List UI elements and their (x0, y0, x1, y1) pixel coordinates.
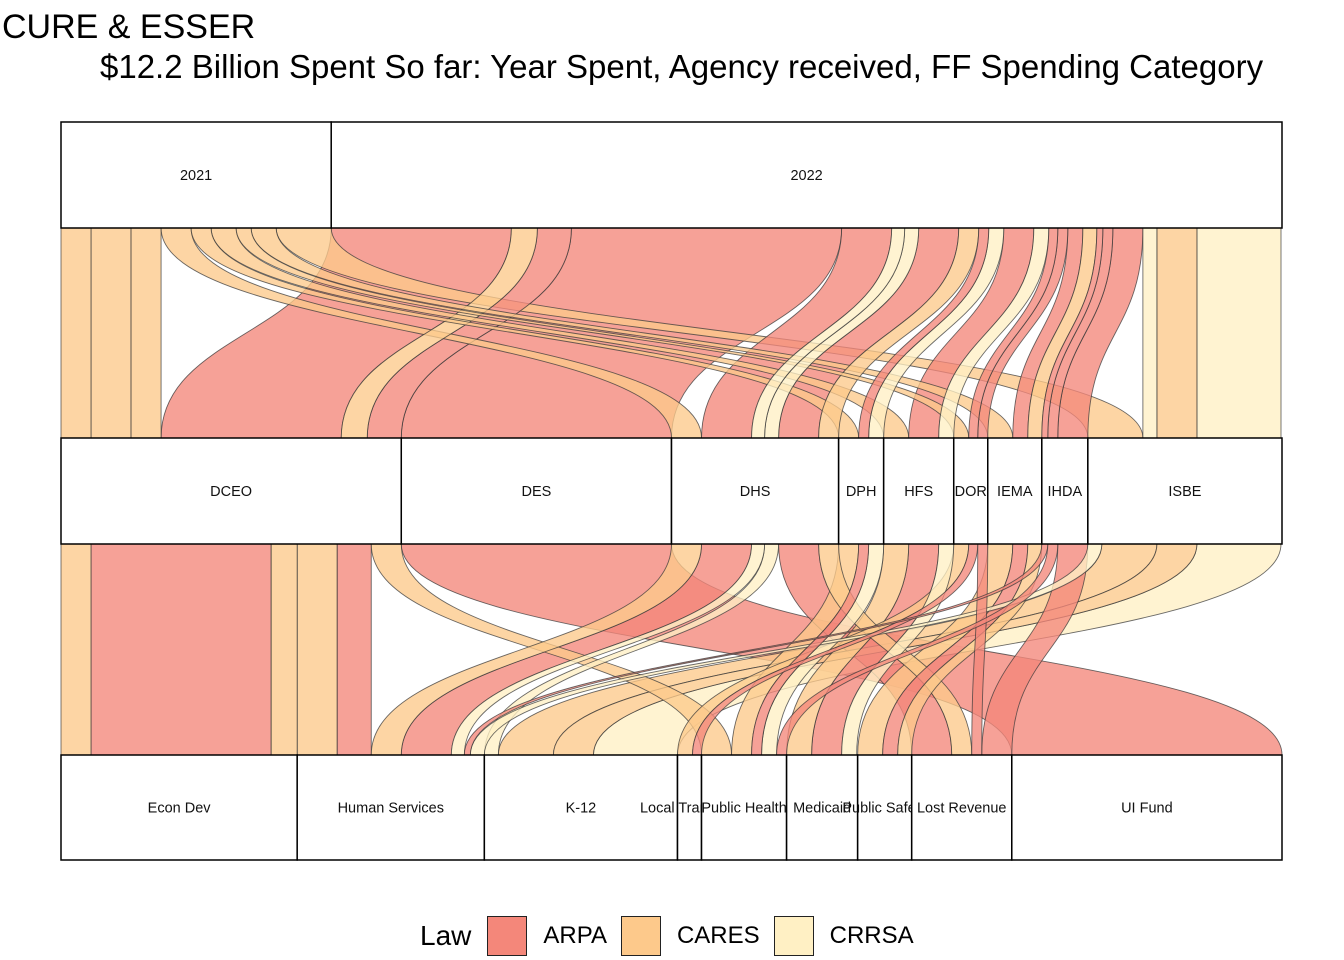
flow-year-agency (60, 227, 92, 439)
flow-agency-category (270, 543, 298, 756)
stratum-label: DES (521, 484, 551, 500)
stratum-label: Public Safety (842, 801, 927, 817)
stratum-label: DHS (740, 484, 771, 500)
stratum-label: DCEO (210, 484, 252, 500)
stratum-label: DOR (955, 484, 987, 500)
stratum-label: 2021 (180, 168, 212, 184)
stratum-box (60, 754, 298, 861)
stratum-label: DPH (846, 484, 877, 500)
flow-year-agency (1142, 227, 1158, 439)
stratum-label: K-12 (566, 801, 597, 817)
legend: Law ARPA CARES CRRSA (420, 912, 928, 960)
stratum-box (856, 754, 913, 861)
stratum-box (837, 437, 885, 545)
flow-year-agency (1156, 227, 1198, 439)
stratum-box (1011, 754, 1283, 861)
flow-agency-category (296, 543, 338, 756)
stratum-box (483, 754, 679, 861)
flow-agency-category (90, 543, 272, 756)
stratum-label: HFS (904, 484, 933, 500)
stratum-label: ISBE (1168, 484, 1201, 500)
flows-layer (60, 227, 1283, 756)
legend-item-crrsa: CRRSA (773, 916, 914, 956)
stratum-box (1087, 437, 1283, 545)
stratum-label: Human Services (338, 801, 444, 817)
stratum-label: Public Health (701, 801, 786, 817)
legend-label-cares: CARES (676, 922, 760, 949)
chart-title: CURE & ESSER (2, 8, 256, 46)
legend-title: Law (420, 920, 472, 951)
flow-agency-category (336, 543, 372, 756)
legend-item-cares: CARES (620, 916, 760, 956)
stratum-box (882, 437, 955, 545)
stratum-label: IEMA (997, 484, 1033, 500)
legend-swatch-cares (620, 916, 661, 956)
stratum-label: 2022 (790, 168, 822, 184)
stratum-box (952, 437, 989, 545)
stratum-box (400, 437, 673, 545)
stratum-label: UI Fund (1121, 801, 1173, 817)
stratum-box (60, 437, 403, 545)
stratum-label: Medicaid (793, 801, 851, 817)
stratum-label: IHDA (1047, 484, 1082, 500)
stratum-box (910, 754, 1013, 861)
flow-year-agency (1196, 227, 1282, 439)
legend-label-crrsa: CRRSA (829, 922, 914, 949)
stratum-label: Econ Dev (148, 801, 212, 817)
stratum-box (987, 437, 1043, 545)
legend-item-arpa: ARPA (487, 916, 607, 956)
stratum-box (60, 121, 332, 229)
flow-agency-category (60, 543, 92, 756)
stratum-box (676, 754, 703, 861)
chart-subtitle: $12.2 Billion Spent So far: Year Spent, … (100, 48, 1264, 85)
alluvial-chart: 2021 2022 DCEO DES DHS DPH HFS DOR IEMA IHDA ISBE E… (60, 121, 1283, 861)
legend-swatch-crrsa (773, 916, 814, 956)
flow-year-agency (90, 227, 132, 439)
stratum-box (785, 754, 859, 861)
stratum-label: Lost Revenue (917, 801, 1006, 817)
stratum-box (296, 754, 486, 861)
stratum-box (700, 754, 788, 861)
strata-layer: 2021 2022 DCEO DES DHS DPH HFS DOR IEMA IHDA ISBE E… (60, 121, 1283, 861)
legend-label-arpa: ARPA (543, 922, 607, 949)
flow-year-agency (130, 227, 162, 439)
stratum-box (330, 121, 1283, 229)
stratum-box (670, 437, 840, 545)
legend-swatch-arpa (487, 916, 528, 956)
